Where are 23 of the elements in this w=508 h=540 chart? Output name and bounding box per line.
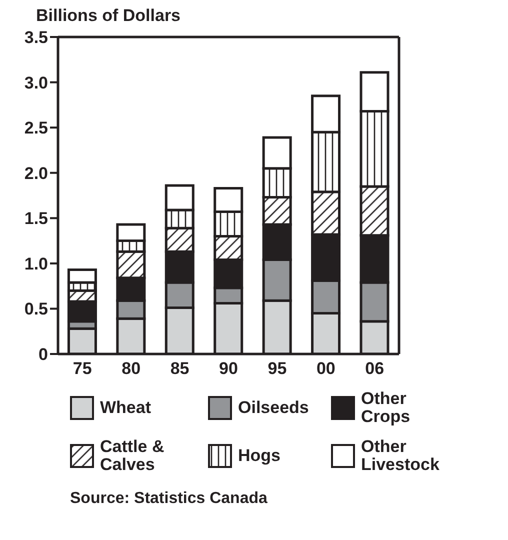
y-tick-label: 1.0 xyxy=(24,254,48,274)
legend-label: Other Livestock xyxy=(361,437,440,474)
y-tick-label: 3.5 xyxy=(24,28,48,48)
x-tick-label: 85 xyxy=(170,359,190,378)
legend-label: Cattle & Calves xyxy=(100,437,166,474)
legend-label: Hogs xyxy=(238,446,282,465)
x-tick-label: 95 xyxy=(268,359,287,378)
x-tick-label: 06 xyxy=(365,359,384,378)
x-tick-label: 75 xyxy=(72,359,92,378)
y-tick-label: 0 xyxy=(38,345,48,364)
x-tick-label: 00 xyxy=(316,359,336,378)
y-axis-title: Billions of Dollars xyxy=(36,6,181,26)
y-tick-label: 3.0 xyxy=(24,73,48,92)
y-tick-label: 2.5 xyxy=(24,118,48,138)
y-tick-label: 1.5 xyxy=(24,209,48,228)
x-tick-label: 80 xyxy=(122,359,141,378)
legend-label: Wheat xyxy=(100,398,152,417)
legend-label: Other Crops xyxy=(361,389,412,426)
y-tick-label: 2.0 xyxy=(24,164,48,183)
legend-label: Oilseeds xyxy=(238,398,310,417)
y-tick-label: 0.5 xyxy=(24,300,48,319)
x-tick-label: 90 xyxy=(219,359,238,378)
source-note: Source: Statistics Canada xyxy=(70,490,268,508)
